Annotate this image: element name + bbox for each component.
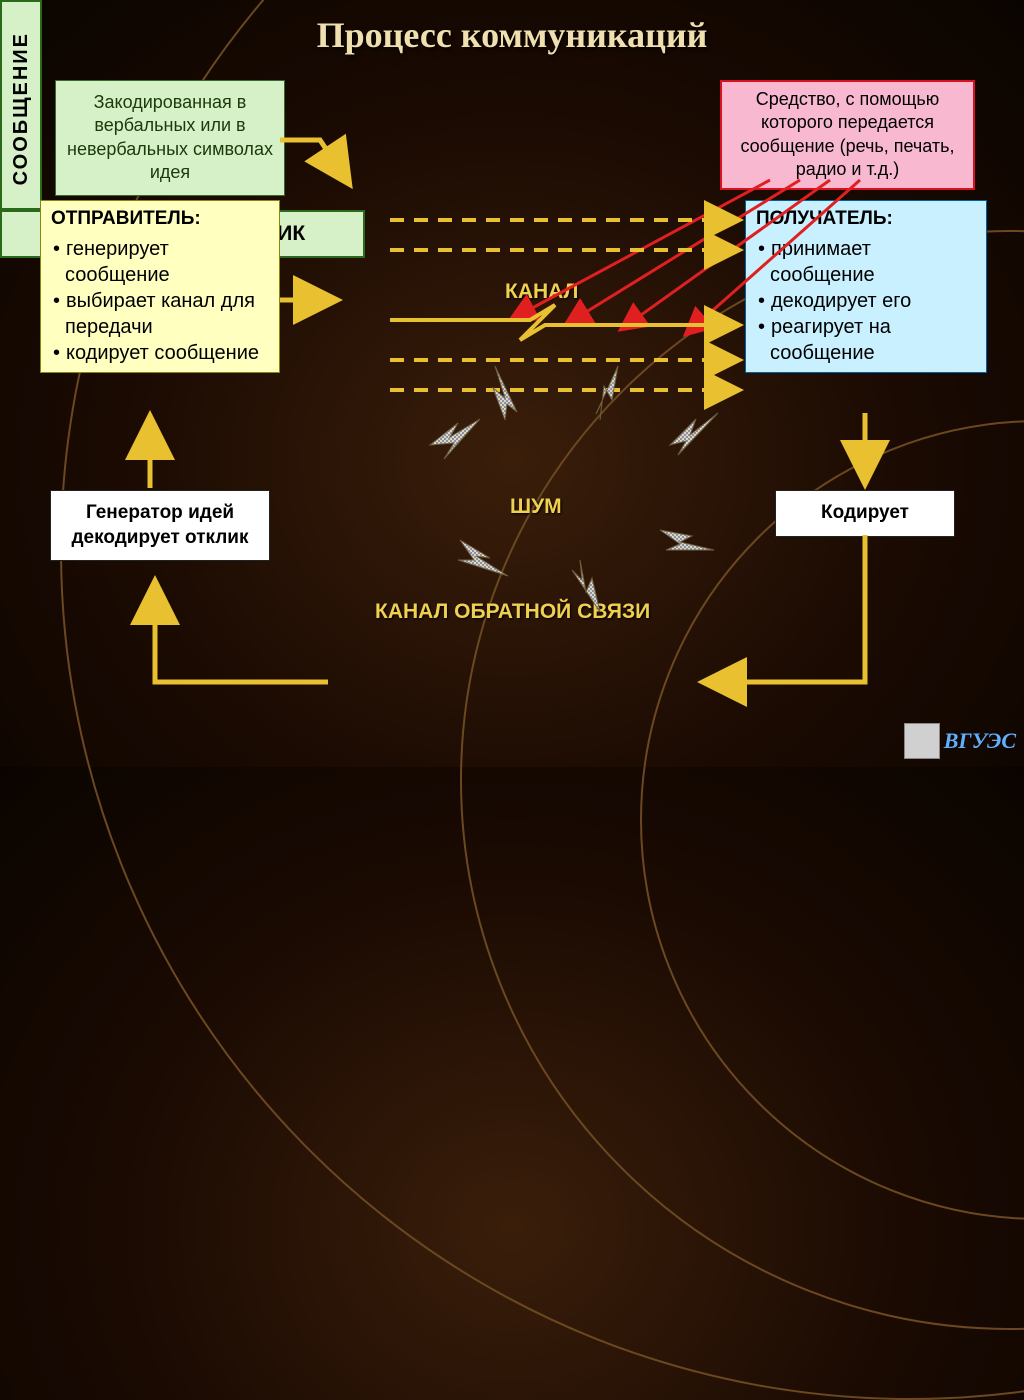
sender-header: ОТПРАВИТЕЛЬ: bbox=[51, 207, 269, 232]
page-title: Процесс коммуникаций bbox=[0, 14, 1024, 56]
receiver-item: реагирует на сообщение bbox=[758, 314, 976, 366]
receiver-item: принимает сообщение bbox=[758, 236, 976, 288]
receiver-item: декодирует его bbox=[758, 288, 976, 314]
channel-label: КАНАЛ bbox=[505, 280, 578, 304]
sender-item: выбирает канал для передачи bbox=[53, 288, 269, 340]
sender-item: кодирует сообщение bbox=[53, 340, 269, 366]
encoded-idea-box: Закодированная в вербальных или в неверб… bbox=[55, 80, 285, 196]
noise-label: ШУМ bbox=[510, 495, 562, 519]
logo-icon bbox=[904, 723, 940, 759]
sender-item: генерирует сообщение bbox=[53, 236, 269, 288]
sender-box: ОТПРАВИТЕЛЬ: генерирует сообщение выбира… bbox=[40, 200, 280, 373]
feedback-label: КАНАЛ ОБРАТНОЙ СВЯЗИ bbox=[375, 600, 650, 624]
receiver-header: ПОЛУЧАТЕЛЬ: bbox=[756, 207, 976, 232]
generator-box: Генератор идей декодирует отклик bbox=[50, 490, 270, 561]
codes-box: Кодирует bbox=[775, 490, 955, 537]
receiver-box: ПОЛУЧАТЕЛЬ: принимает сообщение декодиру… bbox=[745, 200, 987, 373]
logo-text: ВГУЭС bbox=[944, 728, 1016, 754]
means-box: Средство, с помощью которого передается … bbox=[720, 80, 975, 190]
message-label: СООБЩЕНИЕ bbox=[10, 32, 33, 185]
logo: ВГУЭС bbox=[904, 723, 1016, 759]
